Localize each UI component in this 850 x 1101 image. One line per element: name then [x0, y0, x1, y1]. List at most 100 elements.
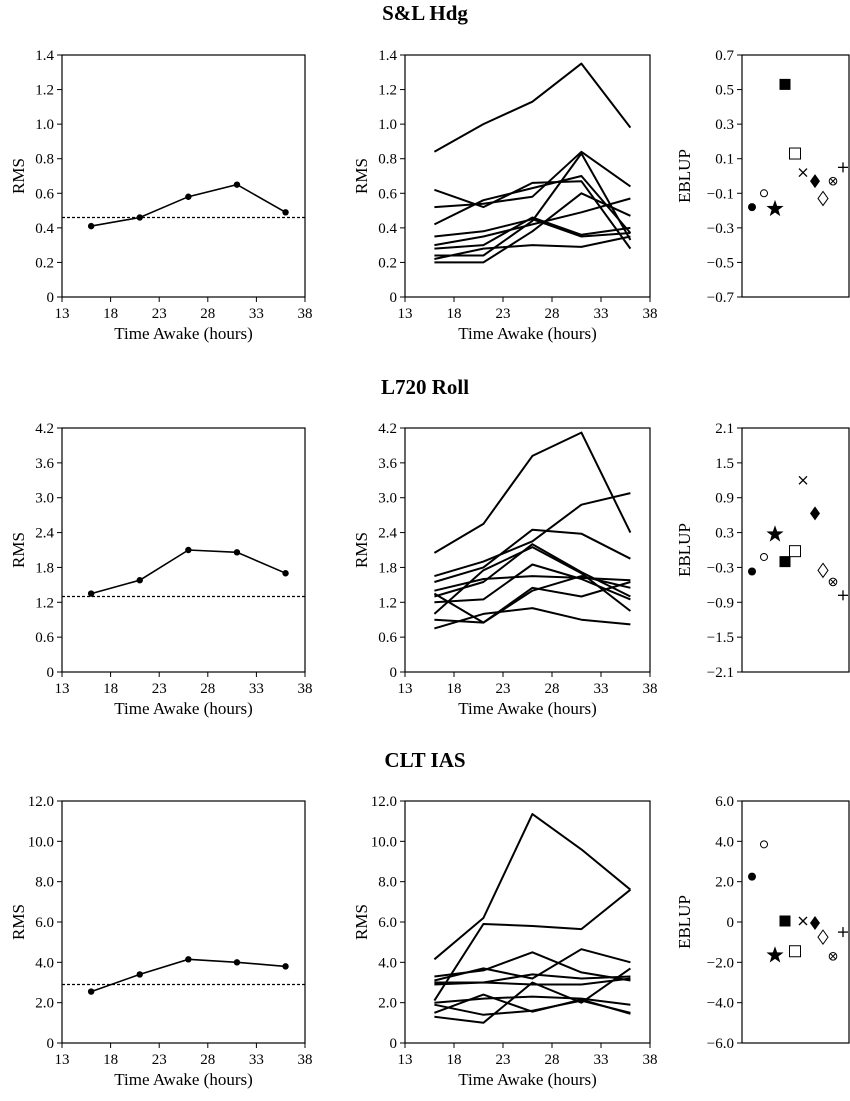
x-tick-label: 13: [398, 681, 413, 697]
y-tick-label: 1.4: [35, 48, 54, 64]
mean-series-line: [91, 183, 286, 227]
y-tick-label: 0.3: [715, 117, 734, 133]
subject-series-line: [433, 581, 631, 624]
mean-data-point: [233, 181, 241, 188]
plot-frame: [61, 800, 306, 1044]
open-square-marker: [789, 945, 801, 958]
y-tick-label: 3.6: [378, 456, 397, 472]
y-tick-label: 2.0: [378, 996, 397, 1012]
circled-x-stroke: [830, 953, 836, 960]
y-tick-label: 1.5: [715, 456, 734, 472]
circled-x-marker: [828, 176, 838, 186]
x-tick-label: 38: [643, 1052, 658, 1068]
filled-square-marker: [779, 78, 791, 90]
x-axis-label: Time Awake (hours): [458, 699, 597, 718]
open-diamond-marker: [817, 562, 829, 579]
y-tick-label: 6.0: [35, 915, 54, 931]
subject-series-line: [434, 951, 631, 982]
subject-series-line: [434, 152, 632, 257]
y-axis-label: RMS: [9, 532, 28, 568]
y-tick-label: 4.0: [715, 834, 734, 850]
individual-rms-plot: 0 0.2 0.4 0.6 0.8 1.0 1.2 1.4 13 18 23 28 33 38 Time A…: [352, 48, 658, 343]
x-tick-label: 18: [103, 306, 118, 322]
x-tick-label: 38: [298, 306, 313, 322]
mean-data-point: [282, 570, 289, 577]
y-axis-label: RMS: [9, 904, 28, 940]
x-tick-label: 23: [152, 681, 167, 697]
plot-frame: [61, 54, 306, 298]
y-tick-label: 8.0: [378, 875, 397, 891]
y-tick-label: 0.6: [35, 186, 54, 202]
mean-data-point: [87, 590, 95, 597]
x-axis-label: Time Awake (hours): [114, 324, 253, 343]
open-circle-marker: [760, 840, 768, 849]
y-tick-label: 0: [390, 290, 398, 306]
x-tick-label: 23: [496, 1052, 511, 1068]
eblup-plot: 6.0 4.0 2.0 0 −2.0 −4.0 −6.0 EBLUP: [675, 794, 850, 1052]
x-mark-marker: [798, 916, 808, 926]
y-tick-label: 2.1: [715, 421, 734, 437]
x-tick-label: 33: [594, 306, 609, 322]
y-tick-label: 2.4: [35, 526, 54, 542]
y-tick-label: −6.0: [707, 1036, 734, 1052]
circled-x-stroke: [830, 579, 836, 585]
subject-series-line: [434, 575, 631, 624]
y-tick-label: 6.0: [378, 915, 397, 931]
x-axis-label: Time Awake (hours): [458, 324, 597, 343]
filled-circle-marker: [748, 203, 756, 212]
x-tick-label: 13: [55, 306, 70, 322]
subject-series-line: [434, 977, 631, 986]
plus-marker: [838, 590, 848, 601]
subject-series-line: [434, 967, 631, 1024]
x-tick-label: 23: [152, 1052, 167, 1068]
y-tick-label: 4.0: [35, 955, 54, 971]
mean-series-line: [90, 958, 286, 993]
x-tick-label: 18: [447, 1052, 462, 1068]
y-tick-label: 12.0: [28, 794, 54, 810]
x-tick-label: 18: [103, 1052, 118, 1068]
circled-x-marker: [828, 951, 838, 961]
mean-rms-plot: 0 0.2 0.4 0.6 0.8 1.0 1.2 1.4 13 18 23 28 33 38 Time A…: [9, 48, 313, 343]
y-tick-label: 3.0: [378, 491, 397, 507]
y-tick-label: 0: [390, 665, 398, 681]
x-tick-label: 13: [55, 1052, 70, 1068]
x-tick-label: 13: [398, 306, 413, 322]
star-marker: [766, 946, 784, 963]
y-tick-label: 1.0: [35, 117, 54, 133]
x-mark-marker: [798, 168, 808, 178]
subject-series-line: [434, 492, 631, 578]
x-axis-label: Time Awake (hours): [458, 1070, 597, 1089]
x-tick-label: 13: [55, 681, 70, 697]
mean-data-point: [136, 214, 143, 221]
y-tick-label: −0.1: [707, 186, 734, 202]
y-tick-label: −2.0: [707, 955, 734, 971]
mean-data-point: [233, 959, 241, 966]
circled-x-marker: [828, 577, 838, 587]
open-diamond-marker: [817, 190, 829, 207]
y-tick-label: 0: [47, 1036, 55, 1052]
y-tick-label: 1.2: [35, 595, 54, 611]
x-tick-label: 18: [103, 681, 118, 697]
open-square-marker: [789, 545, 801, 558]
y-tick-label: 0.4: [378, 221, 397, 237]
section-title: L720 Roll: [381, 375, 469, 399]
subject-series-line: [433, 431, 632, 554]
y-axis-label: EBLUP: [675, 523, 694, 577]
x-tick-label: 38: [643, 681, 658, 697]
section-title: S&L Hdg: [382, 1, 468, 25]
mean-data-point: [185, 956, 192, 963]
x-tick-label: 38: [298, 1052, 313, 1068]
x-axis-label: Time Awake (hours): [114, 699, 253, 718]
x-mark-stroke: [798, 168, 808, 178]
filled-circle-marker: [748, 872, 756, 881]
y-tick-label: 1.2: [35, 83, 54, 99]
x-tick-label: 18: [447, 681, 462, 697]
x-tick-label: 28: [200, 1052, 215, 1068]
y-tick-label: 10.0: [371, 834, 397, 850]
y-tick-label: 0: [47, 665, 55, 681]
y-tick-label: 0.6: [378, 630, 397, 646]
y-axis-label: RMS: [352, 904, 371, 940]
open-square-marker: [789, 147, 801, 160]
open-circle-marker: [760, 189, 768, 198]
x-tick-label: 28: [200, 681, 215, 697]
